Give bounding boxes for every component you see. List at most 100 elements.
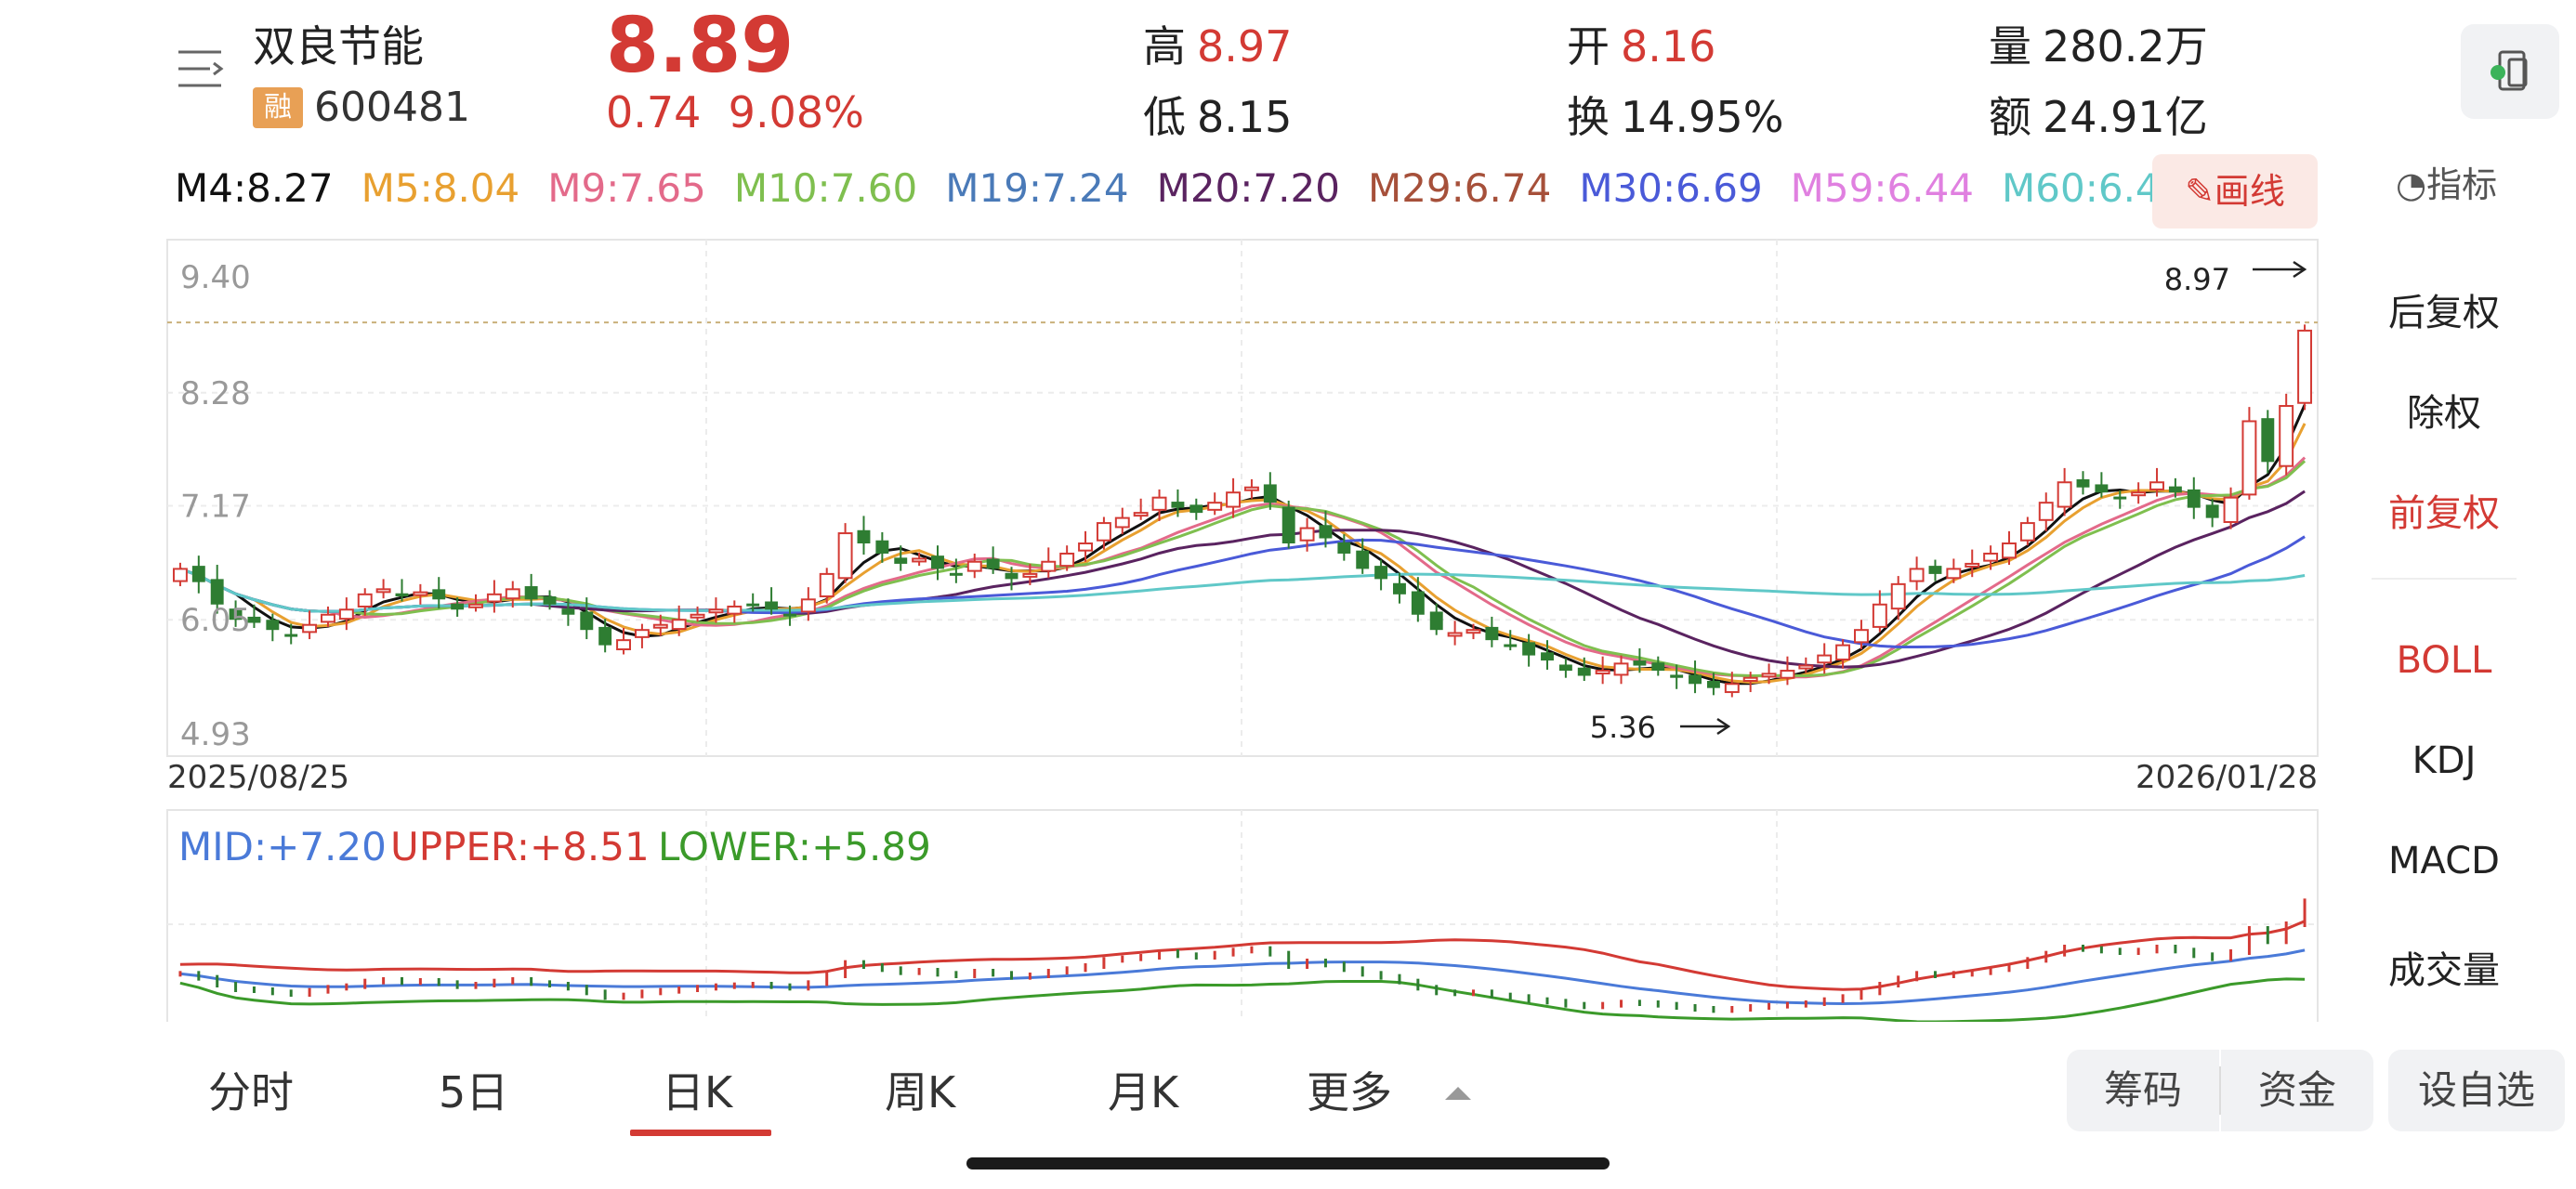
candle [2297,324,2313,411]
candle [857,516,871,555]
candle [1724,672,1740,698]
candle [616,627,632,655]
candle [432,577,446,609]
candle [1207,492,1223,516]
ma-label-2: M9:7.65 [547,165,706,211]
candle [1706,673,1720,696]
candle [652,614,668,636]
indicator-button[interactable]: ◔指标 [2396,156,2497,207]
candle [1022,563,1038,585]
chips-button[interactable]: 筹码 [2067,1050,2219,1131]
ma-label-8: M59:6.44 [1790,165,1975,211]
ma-label-7: M30:6.69 [1579,165,1763,211]
stat-volume: 量 280.2万 [1989,21,2208,72]
tab-daily-k[interactable]: 日K [662,1067,733,1117]
funds-button[interactable]: 资金 [2221,1050,2373,1131]
ma-label-6: M29:6.74 [1367,165,1552,211]
candle [1465,623,1481,640]
candle [800,587,816,621]
candle [338,597,354,631]
candle [912,552,927,567]
candle [247,604,261,628]
side-divider [2372,578,2517,580]
side-item-4[interactable]: KDJ [2412,739,2477,782]
stat-low: 低 8.15 [1143,92,1293,142]
indicator-label: 指标 [2426,164,2498,205]
side-item-6[interactable]: 成交量 [2388,949,2500,992]
candle [210,565,224,614]
candle [1299,517,1315,552]
candle [1151,489,1167,521]
candle [1374,559,1388,591]
candle [229,600,243,627]
tab-weekly-k[interactable]: 周K [885,1067,956,1117]
ma-label-5: M20:7.20 [1156,165,1340,211]
candle [1965,549,1980,578]
x-end-label: 2026/01/28 [2136,759,2318,796]
draw-line-label: 画线 [2214,171,2285,212]
candle [671,605,687,636]
candle [1928,559,1942,581]
side-item-2[interactable]: 前复权 [2388,492,2500,535]
candle [1817,643,1833,674]
candle [1761,663,1777,685]
candle [191,555,205,594]
candle [875,531,889,563]
candle [413,583,428,605]
candle [357,588,373,616]
candle [1096,516,1111,550]
stat-high: 高 8.97 [1143,21,1293,72]
candle [1319,510,1333,548]
candle [468,594,483,612]
side-item-0[interactable]: 后复权 [2388,292,2500,334]
boll-mid-line [179,948,2306,1006]
caret-up-icon [1444,1087,1471,1100]
tab-5day[interactable]: 5日 [439,1067,509,1117]
side-item-5[interactable]: MACD [2388,840,2500,882]
candle [746,593,760,612]
candle [2223,487,2239,529]
candle [1558,658,1572,678]
y-tick-1: 8.28 [180,375,251,412]
candle [894,545,908,571]
candle [302,610,318,640]
menu-icon[interactable] [177,45,229,97]
side-item-1[interactable]: 除权 [2407,392,2481,435]
candle [1429,603,1443,635]
pencil-icon: ✎ [2185,171,2215,212]
draw-line-button[interactable]: ✎画线 [2152,154,2318,229]
candle [690,606,705,622]
tab-monthly-k[interactable]: 月K [1108,1067,1179,1117]
ma-label-4: M19:7.24 [945,165,1129,211]
candle [1114,507,1130,535]
tab-intraday[interactable]: 分时 [208,1067,294,1117]
min-price-label: 5.36 [1590,710,1656,745]
candle [2076,471,2090,495]
kline-chart[interactable]: 9.40 8.28 7.17 6.05 4.93 2025/08/25 2026/01/… [0,0,2342,1022]
side-panel: 后复权除权前复权 BOLL KDJ MACD 成交量 [2346,227,2576,1037]
candle [1890,576,1906,621]
candle [1835,639,1851,669]
y-tick-0: 9.40 [180,259,251,296]
margin-badge: 融 [253,87,303,128]
side-item-3[interactable]: BOLL [2396,639,2492,682]
share-button[interactable] [2461,24,2559,119]
candle [1281,500,1295,549]
candle [1798,657,1814,673]
candle [1613,655,1629,685]
candle [634,623,650,648]
candle [1742,672,1758,693]
y-tick-4: 4.93 [180,716,251,753]
stock-name: 双良节能 [253,21,424,72]
candle [2131,482,2147,504]
candle [1078,530,1093,562]
gauge-icon: ◔ [2396,164,2427,205]
candle [2168,477,2182,498]
candle [1485,616,1499,647]
tab-more[interactable]: 更多 [1307,1059,1477,1120]
boll-lower-line [179,977,2306,1022]
candle [561,598,575,626]
candle [727,600,743,623]
candle [2057,467,2072,516]
add-watchlist-button[interactable]: 设自选 [2388,1050,2565,1131]
